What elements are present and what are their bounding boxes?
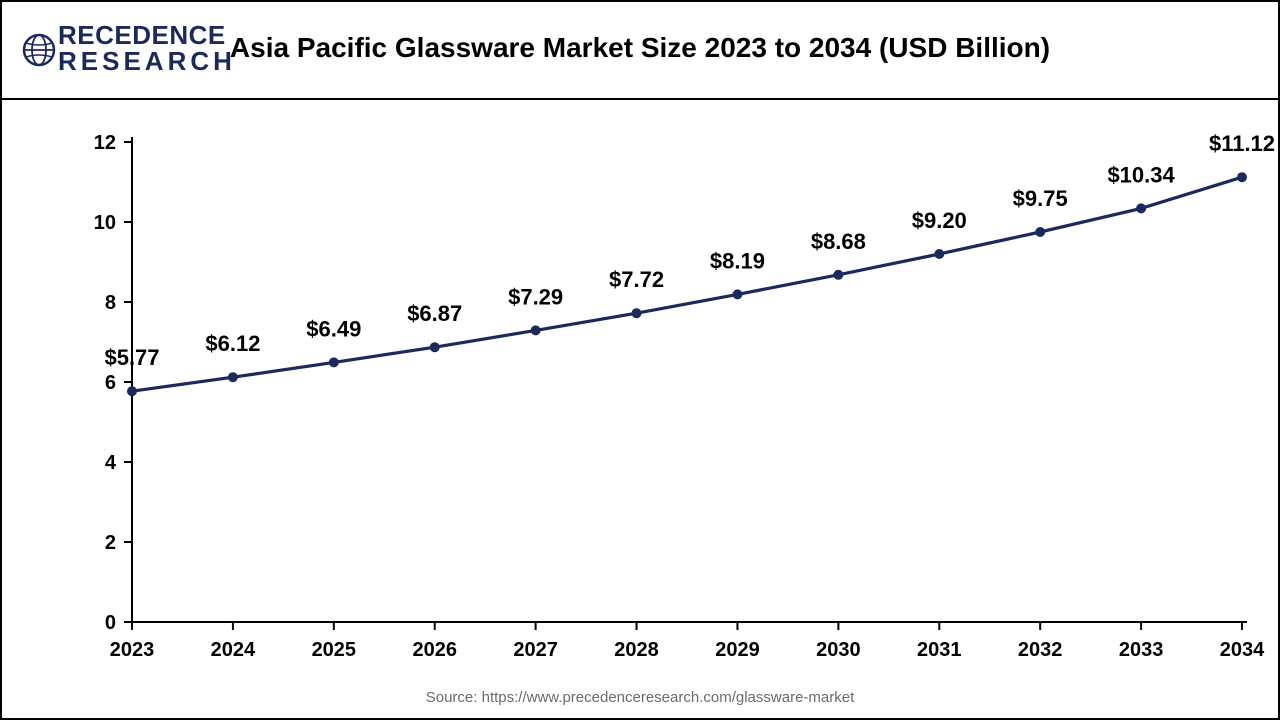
- data-label: $7.72: [609, 267, 664, 292]
- data-label: $9.75: [1013, 186, 1068, 211]
- data-marker: [632, 308, 642, 318]
- x-tick-label: 2024: [211, 639, 256, 661]
- header: RECEDENCE RESEARCH Asia Pacific Glasswar…: [2, 2, 1278, 100]
- x-tick-label: 2023: [110, 639, 155, 661]
- x-tick-label: 2029: [715, 639, 760, 661]
- y-tick-label: 6: [105, 372, 116, 394]
- data-label: $5.77: [104, 345, 159, 370]
- data-marker: [127, 386, 137, 396]
- data-label: $8.19: [710, 248, 765, 273]
- y-tick-label: 8: [105, 292, 116, 314]
- data-marker: [531, 325, 541, 335]
- data-label: $7.29: [508, 284, 563, 309]
- x-tick-label: 2027: [513, 639, 558, 661]
- series-line: [132, 177, 1242, 391]
- data-label: $6.12: [205, 331, 260, 356]
- data-marker: [329, 357, 339, 367]
- y-tick-label: 0: [105, 612, 116, 634]
- data-marker: [934, 249, 944, 259]
- data-marker: [228, 372, 238, 382]
- data-label: $6.49: [306, 316, 361, 341]
- data-label: $11.12: [1209, 131, 1275, 156]
- source-text: Source: https://www.precedenceresearch.c…: [426, 689, 855, 706]
- data-label: $6.87: [407, 301, 462, 326]
- x-tick-label: 2034: [1220, 639, 1265, 661]
- data-marker: [732, 289, 742, 299]
- data-marker: [1136, 203, 1146, 213]
- data-label: $9.20: [912, 208, 967, 233]
- x-tick-label: 2032: [1018, 639, 1063, 661]
- y-tick-label: 2: [105, 532, 116, 554]
- x-tick-label: 2033: [1119, 639, 1164, 661]
- data-marker: [430, 342, 440, 352]
- line-chart: 0 2 4 6 8 10 12 2023 2024 2025 2026 2027 2028 2029 203…: [2, 102, 1278, 720]
- data-marker: [1035, 227, 1045, 237]
- x-tick-label: 2025: [312, 639, 357, 661]
- y-tick-label: 12: [94, 132, 116, 154]
- data-label: $8.68: [811, 229, 866, 254]
- y-tick-label: 4: [105, 452, 117, 474]
- chart-title: Asia Pacific Glassware Market Size 2023 …: [2, 32, 1278, 64]
- x-tick-label: 2030: [816, 639, 861, 661]
- data-marker: [1237, 172, 1247, 182]
- y-tick-label: 10: [94, 212, 116, 234]
- x-tick-label: 2026: [412, 639, 457, 661]
- data-marker: [833, 270, 843, 280]
- x-tick-label: 2031: [917, 639, 962, 661]
- chart-area: 0 2 4 6 8 10 12 2023 2024 2025 2026 2027 2028 2029 203…: [2, 102, 1278, 718]
- chart-card: RECEDENCE RESEARCH Asia Pacific Glasswar…: [0, 0, 1280, 720]
- x-tick-label: 2028: [614, 639, 659, 661]
- data-label: $10.34: [1107, 162, 1175, 187]
